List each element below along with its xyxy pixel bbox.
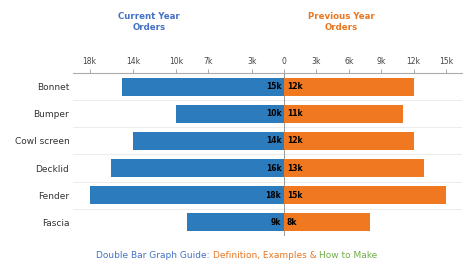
- Text: 14k: 14k: [266, 136, 281, 146]
- Text: 18k: 18k: [265, 191, 281, 200]
- Bar: [187, 214, 284, 231]
- Bar: [122, 78, 284, 96]
- Text: 11k: 11k: [287, 109, 302, 118]
- Text: Previous Year
Orders: Previous Year Orders: [308, 12, 374, 32]
- Text: How to Make: How to Make: [319, 251, 378, 260]
- Text: 9k: 9k: [271, 218, 281, 227]
- Bar: [284, 105, 403, 123]
- Bar: [176, 105, 284, 123]
- Text: 12k: 12k: [287, 82, 302, 91]
- Text: 15k: 15k: [266, 82, 281, 91]
- Text: Definition, Examples &: Definition, Examples &: [213, 251, 319, 260]
- Text: 16k: 16k: [266, 163, 281, 173]
- Text: 15k: 15k: [287, 191, 302, 200]
- Text: Double Bar Graph Guide:: Double Bar Graph Guide:: [96, 251, 213, 260]
- Bar: [111, 159, 284, 177]
- Bar: [284, 159, 424, 177]
- Text: 10k: 10k: [266, 109, 281, 118]
- Bar: [284, 186, 446, 204]
- Text: 8k: 8k: [287, 218, 297, 227]
- Bar: [284, 78, 413, 96]
- Bar: [284, 132, 413, 150]
- Text: 13k: 13k: [287, 163, 302, 173]
- Bar: [133, 132, 284, 150]
- Bar: [284, 214, 370, 231]
- Text: Current Year
Orders: Current Year Orders: [118, 12, 180, 32]
- Bar: [90, 186, 284, 204]
- Text: 12k: 12k: [287, 136, 302, 146]
